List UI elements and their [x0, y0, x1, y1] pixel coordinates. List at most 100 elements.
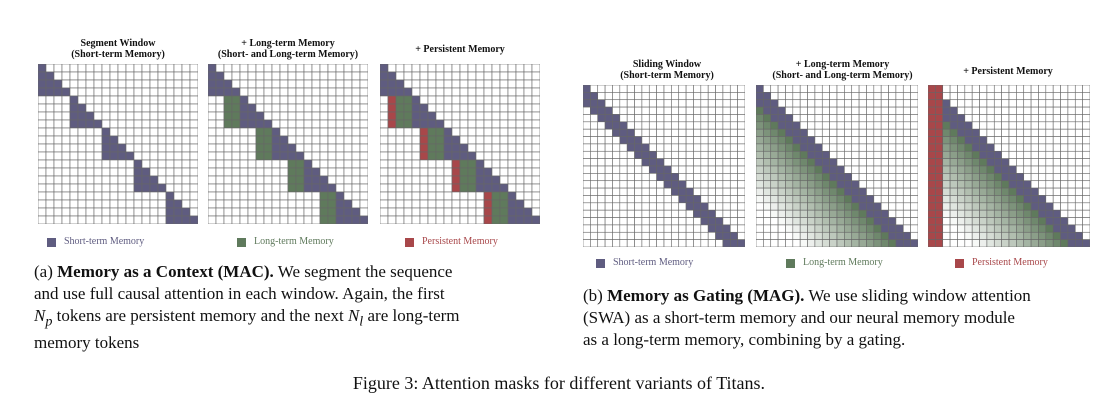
mask-cell	[1045, 143, 1054, 152]
mask-cell	[395, 143, 405, 153]
mask-cell	[993, 224, 1002, 233]
mask-cell	[181, 167, 191, 177]
mask-cell	[223, 71, 233, 81]
mask-cell	[626, 165, 635, 174]
mask-cell	[844, 136, 853, 145]
mask-cell	[866, 143, 875, 152]
mask-cell	[443, 143, 453, 153]
mask-cell	[836, 136, 845, 145]
mask-cell	[271, 119, 281, 129]
mask-cell	[271, 151, 281, 161]
mask-cell	[910, 128, 918, 137]
mask-cell	[807, 106, 816, 115]
mask-cell	[807, 121, 816, 130]
mask-cell	[685, 224, 694, 233]
mask-cell	[125, 183, 135, 193]
mask-cell	[239, 183, 249, 193]
mask-cell	[1045, 136, 1054, 145]
mask-cell	[387, 64, 397, 73]
mask-cell	[964, 92, 973, 101]
mask-cell	[395, 175, 405, 185]
mask-cell	[1016, 187, 1025, 196]
mask-cell	[101, 127, 111, 137]
mask-cell	[663, 195, 672, 204]
mask-cell	[770, 173, 779, 182]
mask-cell	[419, 143, 429, 153]
mask-cell	[459, 183, 469, 193]
mask-cell	[1001, 165, 1010, 174]
mask-cell	[1038, 202, 1047, 211]
mask-cell	[880, 231, 889, 240]
mask-cell	[255, 103, 265, 113]
mask-cell	[685, 121, 694, 130]
mask-cell	[319, 127, 329, 137]
mask-cell	[45, 64, 55, 73]
mask-cell	[77, 207, 87, 217]
mask-cell	[770, 121, 779, 130]
mask-cell	[1060, 121, 1069, 130]
mask-cell	[993, 121, 1002, 130]
mask-cell	[189, 207, 198, 217]
mask-cell	[1074, 173, 1083, 182]
mask-cell	[829, 114, 838, 123]
mask-cell	[279, 159, 289, 169]
mask-cell	[700, 128, 709, 137]
mask-cell	[459, 64, 469, 73]
mask-cell	[942, 202, 951, 211]
mask-cell	[1023, 195, 1032, 204]
mask-cell	[880, 180, 889, 189]
mask-cell	[483, 191, 493, 201]
mask-cell	[656, 209, 665, 218]
mask-cell	[38, 119, 47, 129]
mask-cell	[165, 135, 175, 145]
mask-cell	[729, 217, 738, 226]
mask-cell	[641, 136, 650, 145]
mask-cell	[1016, 173, 1025, 182]
mask-cell	[343, 159, 353, 169]
mask-cell	[303, 143, 313, 153]
mask-cell	[85, 143, 95, 153]
mask-cell	[1060, 202, 1069, 211]
mask-cell	[499, 135, 509, 145]
mask-cell	[69, 64, 79, 73]
mask-cell	[1067, 99, 1076, 108]
mask-cell	[663, 150, 672, 159]
mask-cell	[928, 180, 936, 189]
mask-cell	[836, 202, 845, 211]
mask-cell	[247, 207, 257, 217]
mask-cell	[888, 202, 897, 211]
mask-cell	[443, 103, 453, 113]
mask-cell	[427, 215, 437, 224]
mask-cell	[215, 127, 225, 137]
mask-cell	[957, 217, 966, 226]
mask-cell	[380, 103, 389, 113]
mask-cell	[910, 173, 918, 182]
mask-cell	[491, 71, 501, 81]
mask-cell	[483, 71, 493, 81]
mask-cell	[979, 150, 988, 159]
mask-cell	[935, 121, 944, 130]
mask-cell	[319, 167, 329, 177]
mask-cell	[814, 165, 823, 174]
mask-cell	[619, 239, 628, 247]
mask-cell	[910, 165, 918, 174]
mask-cell	[979, 128, 988, 137]
mask-cell	[531, 191, 540, 201]
mask-cell	[239, 71, 249, 81]
mask-cell	[1045, 128, 1054, 137]
mask-cell	[986, 158, 995, 167]
mask-cell	[117, 127, 127, 137]
mask-cell	[799, 239, 808, 247]
mag-legend-persistent-label: Persistent Memory	[972, 257, 1048, 268]
mask-cell	[403, 119, 413, 129]
mask-cell	[491, 135, 501, 145]
mask-cell	[722, 114, 731, 123]
mask-cell	[327, 143, 337, 153]
mask-cell	[319, 191, 329, 201]
mask-cell	[499, 64, 509, 73]
mask-cell	[1023, 180, 1032, 189]
mask-cell	[829, 202, 838, 211]
mask-cell	[964, 99, 973, 108]
mask-cell	[763, 202, 772, 211]
mask-cell	[380, 135, 389, 145]
